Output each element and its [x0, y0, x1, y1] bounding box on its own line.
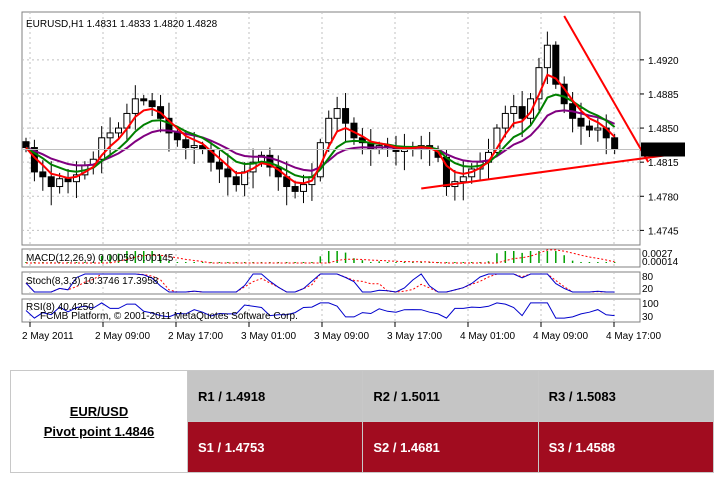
macd-scale-label: 0.0027	[642, 249, 673, 260]
y-tick-label: 1.4920	[648, 56, 679, 67]
macd-scale-label: 0.00014	[642, 257, 679, 268]
trendline-resistance	[563, 15, 650, 163]
candle-body	[47, 176, 55, 188]
candle-body	[165, 117, 173, 134]
candle-body	[585, 125, 593, 131]
y-tick-label: 1.4850	[648, 124, 679, 135]
stoch-label: Stoch(8,3,3) 10.3746 17.3958	[26, 276, 159, 287]
candle-body	[342, 108, 350, 124]
x-tick-label: 2 May 09:00	[95, 331, 150, 342]
rsi-pane-frame	[21, 298, 641, 323]
ma-fast-line	[25, 73, 616, 185]
candle-body	[535, 67, 543, 100]
candle-body	[611, 137, 619, 151]
x-tick-label: 3 May 09:00	[314, 331, 369, 342]
rsi-scale-label: 100	[642, 299, 659, 310]
macd-pane-frame	[21, 248, 641, 268]
r3-cell: R3 / 1.5083	[537, 370, 715, 422]
stoch-scale-label: 20	[642, 284, 654, 295]
stoch-main-line	[25, 273, 615, 293]
candle-body	[98, 137, 106, 160]
candle-body	[182, 139, 190, 149]
r1-cell: R1 / 1.4918	[186, 370, 364, 422]
macd-label: MACD(12,26,9) 0.00059 0.00145	[26, 253, 174, 264]
candle-body	[232, 176, 240, 186]
current-price-label: 1.4828	[647, 146, 678, 157]
r2-cell: R2 / 1.5011	[362, 370, 539, 422]
candle-body	[22, 141, 30, 149]
x-tick-label: 4 May 17:00	[606, 331, 661, 342]
x-tick-label: 4 May 01:00	[460, 331, 515, 342]
chart-svg: 2 May 2011 2 May 09:00 2 May 17:00 3 May 01…	[21, 11, 685, 342]
y-tick-label: 1.4885	[648, 90, 679, 101]
pivot-table: EUR/USD Pivot point 1.4846 R1 / 1.4918 R…	[10, 370, 715, 473]
candle-body	[527, 98, 535, 119]
table-row: EUR/USD Pivot point 1.4846 R1 / 1.4918 R…	[10, 370, 715, 473]
stoch-scale-label: 80	[642, 272, 654, 283]
candle-body	[56, 178, 64, 188]
candle-body	[300, 184, 308, 192]
candle-body	[115, 127, 123, 134]
candle-body	[291, 186, 299, 192]
candle-body	[518, 106, 526, 119]
candle-body	[577, 117, 585, 127]
candle-body	[333, 108, 341, 119]
y-tick-label: 1.4780	[648, 192, 679, 203]
candle-body	[215, 161, 223, 170]
candle-body	[510, 106, 518, 114]
candle-body	[493, 127, 501, 153]
candle-body	[64, 178, 72, 183]
rsi-line	[25, 302, 615, 319]
pair-label: EUR/USD	[69, 403, 129, 419]
s1-cell: S1 / 1.4753	[186, 421, 364, 473]
price-chart: 2 May 2011 2 May 09:00 2 May 17:00 3 May 01…	[21, 11, 685, 342]
rsi-scale-label: 30	[642, 312, 654, 323]
pivot-label: Pivot point 1.4846	[43, 423, 155, 439]
candle-body	[266, 154, 274, 168]
candle-body	[501, 112, 509, 129]
current-price-box	[641, 142, 685, 157]
x-tick-label: 4 May 09:00	[533, 331, 588, 342]
candle-body	[543, 44, 551, 69]
candle-body	[106, 132, 114, 139]
chart-title: EURUSD,H1 1.4831 1.4833 1.4820 1.4828	[26, 19, 218, 30]
s2-cell: S2 / 1.4681	[362, 421, 539, 473]
candle-body	[140, 98, 148, 102]
candle-body	[148, 100, 156, 108]
candle-body	[325, 117, 333, 144]
candle-body	[459, 176, 467, 183]
pair-cell: EUR/USD Pivot point 1.4846	[10, 370, 188, 473]
table-row: S1 / 1.4753 S2 / 1.4681 S3 / 1.4588	[11, 421, 715, 473]
candle-body	[190, 145, 198, 149]
rsi-label: RSI(8) 40.4250	[26, 302, 94, 313]
candle-body	[224, 168, 232, 178]
trendline-support	[421, 154, 666, 190]
x-tick-label: 2 May 17:00	[168, 331, 223, 342]
candle-body	[552, 44, 560, 85]
candle-body	[594, 127, 602, 131]
candle-body	[39, 171, 47, 178]
stoch-pane-frame	[21, 271, 641, 295]
y-tick-label: 1.4815	[648, 158, 679, 169]
s3-cell: S3 / 1.4588	[537, 421, 715, 473]
x-tick-label: 3 May 01:00	[241, 331, 296, 342]
x-tick-label: 3 May 17:00	[387, 331, 442, 342]
candle-body	[173, 132, 181, 141]
ma-mid-line	[25, 93, 616, 179]
candle-body	[131, 98, 139, 114]
macd-signal-line	[26, 249, 615, 264]
y-tick-label: 1.4745	[648, 226, 679, 237]
copyright-watermark: FCMB Platform, © 2001-2011 MetaQuotes So…	[40, 311, 298, 322]
x-tick-label: 2 May 2011	[22, 331, 74, 342]
